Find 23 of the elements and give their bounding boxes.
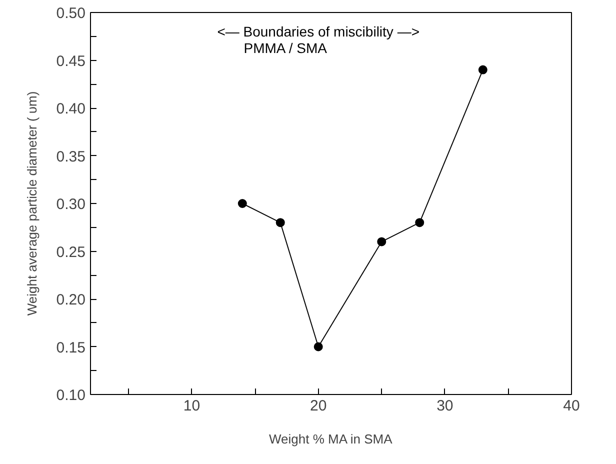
y-tick-label: 0.20 — [56, 292, 86, 308]
point — [377, 237, 386, 246]
y-tick-label: 0.30 — [56, 196, 86, 213]
x-tick-label: 40 — [563, 398, 580, 414]
y-tick-label: 0.10 — [56, 387, 86, 404]
point — [314, 342, 323, 352]
point — [478, 65, 488, 74]
point — [238, 199, 247, 208]
point — [415, 218, 424, 228]
point — [276, 218, 285, 228]
y-tick-label: 0.25 — [56, 244, 86, 261]
x-tick-label: 30 — [436, 398, 454, 414]
y-tick-label: 0.40 — [56, 100, 86, 118]
y-tick-label: 0.15 — [56, 339, 86, 356]
y-tick-label: 0.50 — [56, 5, 86, 22]
x-tick-label: 20 — [310, 398, 327, 414]
x-axis-title: Weight % MA in SMA — [268, 432, 393, 446]
annotation: PMMA / SMA — [244, 40, 328, 56]
y-tick-label: 0.35 — [56, 148, 86, 166]
annotation: <— Boundaries of miscibility —> — [217, 24, 420, 40]
x-tick-label: 10 — [183, 398, 200, 414]
y-tick-label: 0.45 — [56, 52, 86, 70]
y-axis-title: Weight average particle diameter ( υm) — [24, 91, 40, 316]
